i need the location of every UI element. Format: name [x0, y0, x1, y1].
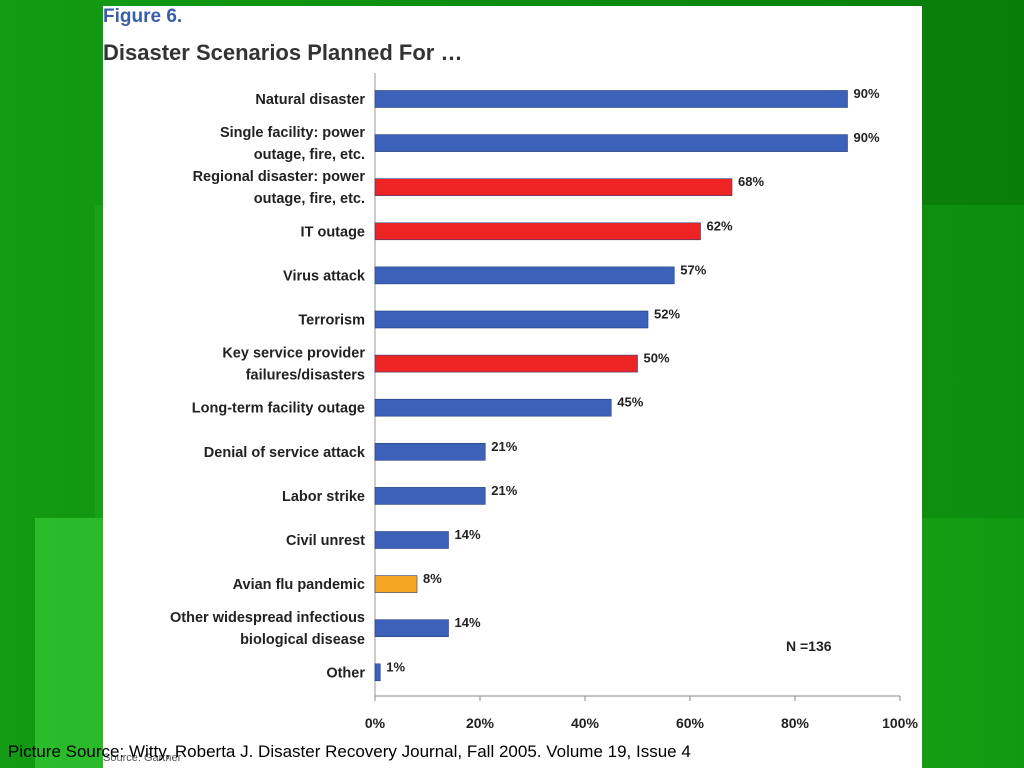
bar — [374, 222, 701, 241]
bar-value-label: 21% — [491, 439, 517, 454]
bar — [374, 90, 848, 108]
picture-source-caption: Picture Source: Witty, Roberta J. Disast… — [8, 742, 691, 761]
bar — [374, 178, 733, 196]
figure-label: Figure 6. — [103, 6, 183, 27]
x-tick-label: 0% — [365, 715, 386, 731]
x-tick-label: 60% — [676, 715, 705, 731]
bar-value-label: 14% — [455, 527, 481, 542]
bar-value-label: 90% — [854, 86, 880, 101]
category-label: Other widespread infectious — [170, 610, 365, 626]
bar-value-label: 1% — [386, 659, 405, 674]
category-label: Natural disaster — [255, 92, 365, 108]
source-note: Source: Gartner — [103, 752, 182, 764]
category-label: Long-term facility outage — [192, 401, 365, 417]
bar — [374, 134, 848, 152]
bar-value-label: 52% — [654, 307, 680, 322]
category-label: Denial of service attack — [204, 445, 366, 461]
category-label: outage, fire, etc. — [254, 147, 365, 163]
category-label: IT outage — [301, 224, 365, 240]
bar — [374, 310, 649, 329]
bar-value-label: 21% — [491, 483, 517, 498]
bar-value-label: 90% — [854, 130, 880, 145]
bar-value-label: 62% — [707, 218, 733, 233]
bar — [374, 487, 486, 505]
category-label: Regional disaster: power — [193, 169, 366, 185]
bar — [374, 531, 449, 549]
bar-chart: 0% 20% 40% 60% 80% 100% 90% Natural disaster 90%… — [170, 73, 918, 731]
figure-card: Figure 6. Disaster Scenarios Planned For… — [103, 6, 922, 768]
bar — [374, 619, 449, 638]
category-label: failures/disasters — [246, 368, 365, 384]
bar-value-label: 45% — [617, 395, 643, 410]
bar — [374, 398, 612, 417]
bar-value-label: 8% — [423, 571, 442, 586]
bar — [374, 354, 638, 373]
category-label: Virus attack — [283, 268, 366, 284]
category-label: Terrorism — [298, 313, 365, 329]
category-label: Key service provider — [222, 346, 365, 362]
category-label: Avian flu pandemic — [233, 577, 365, 593]
bar — [374, 442, 486, 461]
x-tick-label: 40% — [571, 715, 600, 731]
x-tick-label: 20% — [466, 715, 495, 731]
bar-value-label: 57% — [680, 262, 706, 277]
bar-value-label: 14% — [455, 615, 481, 630]
bar-value-label: 68% — [738, 174, 764, 189]
x-tick-label: 80% — [781, 715, 810, 731]
category-label: Single facility: power — [220, 125, 365, 141]
bar — [374, 575, 418, 593]
category-label: Other — [326, 665, 365, 681]
sample-size-label: N =136 — [786, 638, 832, 654]
x-tick-label: 100% — [882, 715, 918, 731]
bar — [374, 266, 675, 285]
category-label: biological disease — [240, 632, 365, 648]
bar — [374, 663, 381, 682]
category-label: Civil unrest — [286, 533, 365, 549]
category-label: Labor strike — [282, 489, 365, 505]
bar-value-label: 50% — [644, 351, 670, 366]
chart-title: Disaster Scenarios Planned For … — [103, 40, 463, 65]
category-label: outage, fire, etc. — [254, 191, 365, 207]
